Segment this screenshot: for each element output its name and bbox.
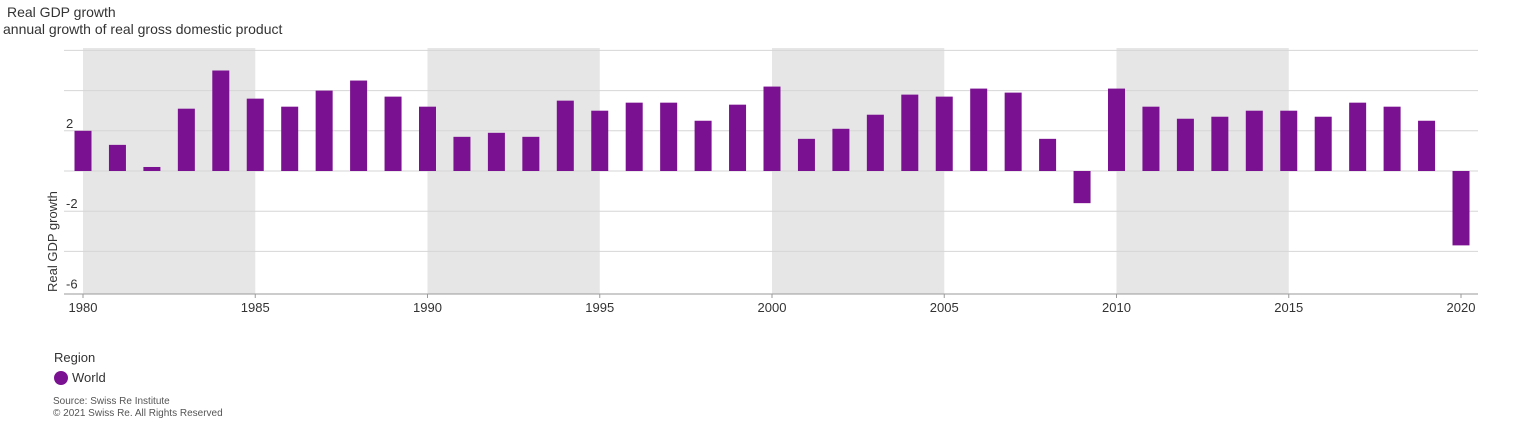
bar-1992[interactable] — [487, 132, 505, 171]
bar-1981[interactable] — [108, 144, 126, 171]
copyright-line: © 2021 Swiss Re. All Rights Reserved — [53, 408, 223, 419]
bar-1990[interactable] — [419, 106, 436, 171]
legend-title: Region — [54, 350, 96, 365]
bars — [74, 70, 1470, 246]
y-tick-label: -2 — [66, 196, 78, 211]
x-tick-label: 1985 — [241, 300, 270, 315]
x-tick-label: 2005 — [930, 300, 959, 315]
y-axis-label: Real GDP growth — [45, 191, 60, 292]
bar-1987[interactable] — [315, 90, 333, 171]
y-axis-ticks: 2 -2 -6 — [66, 116, 78, 292]
bar-2003[interactable] — [866, 114, 884, 171]
bar-1984[interactable] — [212, 70, 230, 172]
bar-2015[interactable] — [1280, 110, 1298, 171]
bar-2017[interactable] — [1349, 102, 1367, 171]
x-tick-label: 1995 — [585, 300, 614, 315]
x-axis-ticks: 1980 1985 1990 1995 2000 2005 2010 2015 2020 — [69, 294, 1476, 315]
x-tick-label: 1980 — [69, 300, 98, 315]
gridlines — [64, 49, 1478, 295]
source-note: Source: Swiss Re Institute © 2021 Swiss … — [53, 396, 223, 420]
bar-2018[interactable] — [1383, 106, 1401, 171]
bar-1991[interactable] — [453, 136, 471, 171]
bar-2011[interactable] — [1142, 106, 1160, 171]
x-tick-label: 2020 — [1447, 300, 1476, 315]
bar-2014[interactable] — [1245, 110, 1263, 171]
bar-1998[interactable] — [694, 120, 712, 171]
bar-2012[interactable] — [1176, 118, 1194, 171]
legend-item-world[interactable]: World — [54, 370, 106, 385]
bar-2005[interactable] — [935, 96, 953, 171]
bar-1994[interactable] — [556, 100, 574, 171]
x-tick-label: 2000 — [758, 300, 787, 315]
x-tick-label: 2015 — [1274, 300, 1303, 315]
bar-2008[interactable] — [1039, 138, 1057, 171]
bar-1995[interactable] — [591, 110, 609, 171]
bar-2016[interactable] — [1314, 116, 1332, 171]
bar-2006[interactable] — [970, 88, 988, 171]
bar-1988[interactable] — [350, 80, 368, 171]
source-line: Source: Swiss Re Institute — [53, 396, 170, 407]
bar-2004[interactable] — [901, 94, 919, 171]
bar-2000[interactable] — [763, 86, 781, 171]
bar-1989[interactable] — [384, 96, 402, 171]
bar-2013[interactable] — [1211, 116, 1229, 171]
y-tick-label: 2 — [66, 116, 73, 131]
bar-1986[interactable] — [281, 106, 299, 171]
bar-1996[interactable] — [625, 102, 643, 171]
bar-2010[interactable] — [1108, 88, 1125, 171]
bar-1982[interactable] — [143, 166, 161, 171]
bar-1999[interactable] — [729, 104, 747, 171]
chart-subtitle: annual growth of real gross domestic pro… — [3, 21, 283, 37]
bar-2020[interactable] — [1452, 171, 1470, 246]
bar-2009[interactable] — [1073, 171, 1091, 204]
bar-2002[interactable] — [832, 128, 850, 171]
bar-1993[interactable] — [522, 136, 540, 171]
legend-swatch — [54, 370, 68, 385]
x-tick-label: 2010 — [1102, 300, 1131, 315]
x-tick-label: 1990 — [413, 300, 442, 315]
bar-2007[interactable] — [1004, 92, 1022, 171]
legend-label: World — [72, 370, 106, 385]
bar-1985[interactable] — [246, 98, 264, 171]
bar-1997[interactable] — [660, 102, 678, 171]
y-tick-label: -6 — [66, 277, 78, 292]
bar-1983[interactable] — [177, 108, 195, 171]
bar-1980[interactable] — [74, 130, 92, 171]
bar-chart: 1980 1985 1990 1995 2000 2005 2010 2015 2020 2 -2… — [45, 48, 1478, 315]
chart-title: Real GDP growth — [7, 4, 116, 20]
bar-2001[interactable] — [797, 138, 815, 171]
bar-2019[interactable] — [1418, 120, 1436, 171]
